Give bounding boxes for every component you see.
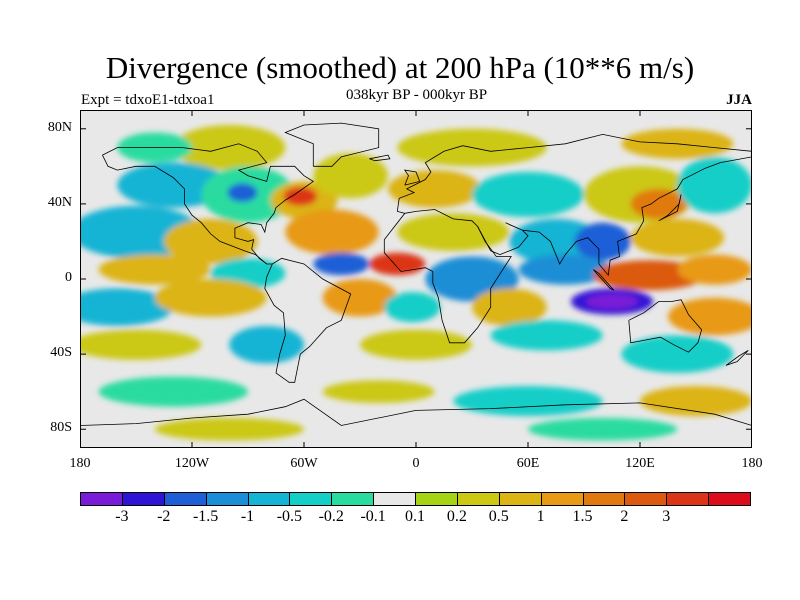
colorbar-label: -0.1 xyxy=(360,508,386,525)
divergence-map xyxy=(80,110,752,448)
colorbar-swatch xyxy=(540,492,584,506)
divergence-region xyxy=(117,162,230,208)
experiment-label: Expt = tdxoE1-tdxoa1 xyxy=(81,92,215,108)
colorbar-swatch xyxy=(708,492,751,506)
colorbar-swatch xyxy=(666,492,710,506)
latitude-tick-label: 80S xyxy=(50,420,72,436)
divergence-region xyxy=(227,183,258,203)
colorbar-label: -1.5 xyxy=(192,508,219,525)
divergence-region xyxy=(360,329,472,360)
divergence-region xyxy=(585,294,639,310)
divergence-region xyxy=(80,288,174,326)
colorbar-swatch xyxy=(373,492,416,506)
divergence-region xyxy=(677,156,752,214)
colorbar-label: -3 xyxy=(115,508,129,525)
divergence-region xyxy=(285,209,379,255)
divergence-region xyxy=(80,329,202,360)
divergence-region xyxy=(313,252,370,276)
divergence-region xyxy=(574,222,631,261)
divergence-region xyxy=(313,153,388,199)
coastline xyxy=(477,156,752,277)
divergence-region xyxy=(154,279,267,317)
divergence-region xyxy=(384,292,441,323)
coastline xyxy=(593,269,615,291)
season-label: JJA xyxy=(726,92,752,108)
divergence-region xyxy=(490,320,603,351)
divergence-region xyxy=(322,380,435,403)
divergence-region xyxy=(677,254,752,285)
divergence-region xyxy=(369,252,426,276)
divergence-region xyxy=(630,218,724,257)
colorbar-swatch xyxy=(205,492,249,506)
coastline xyxy=(628,299,703,353)
coastline xyxy=(403,169,421,186)
divergence-region xyxy=(453,386,603,417)
divergence-region xyxy=(388,170,482,208)
divergence-region xyxy=(668,297,752,336)
coastline xyxy=(80,398,752,426)
divergence-region xyxy=(621,335,734,373)
colorbar-label: 0.1 xyxy=(405,508,425,525)
colorbar-label: 0.5 xyxy=(488,508,509,525)
longitude-tick-label: 60W xyxy=(290,456,318,471)
latitude-tick-label: 0 xyxy=(65,270,72,285)
divergence-region xyxy=(509,218,603,264)
latitude-tick-label: 40N xyxy=(47,194,72,210)
divergence-region xyxy=(528,417,678,441)
coastline xyxy=(383,209,512,344)
divergence-region xyxy=(518,254,612,285)
colorbar-swatch xyxy=(498,492,542,506)
colorbar-swatch xyxy=(80,492,123,506)
longitude-tick-label: 120W xyxy=(174,456,210,471)
divergence-region xyxy=(98,254,211,285)
coastline xyxy=(396,133,752,212)
colorbar-swatch xyxy=(121,492,165,506)
coastline xyxy=(369,154,391,162)
coastline xyxy=(284,122,380,167)
colorbar-label: 1.5 xyxy=(572,508,593,525)
divergence-region xyxy=(322,279,398,317)
colorbar-swatch xyxy=(331,492,375,506)
divergence-region xyxy=(640,386,752,417)
colorbar-label: 2 xyxy=(620,508,629,525)
colorbar-label: -0.5 xyxy=(276,508,303,525)
divergence-region xyxy=(472,288,547,326)
longitude-tick-label: 180 xyxy=(741,456,763,471)
longitude-tick-label: 180 xyxy=(69,456,91,471)
colorbar-label: 0.2 xyxy=(446,508,467,525)
divergence-region xyxy=(164,218,258,264)
divergence-region xyxy=(229,325,304,364)
colorbar-swatch xyxy=(163,492,207,506)
divergence-region xyxy=(630,188,687,219)
divergence-region xyxy=(472,171,584,218)
latitude-tick-label: 40S xyxy=(50,345,72,361)
chart-subtitle: 038kyr BP - 000kyr BP xyxy=(345,87,488,103)
colorbar-swatch xyxy=(624,492,668,506)
latitude-tick-label: 80N xyxy=(47,119,72,135)
divergence-region xyxy=(283,186,318,206)
colorbar-swatch xyxy=(456,492,500,506)
divergence-region xyxy=(154,417,304,441)
longitude-tick-label: 60E xyxy=(516,456,540,471)
divergence-region xyxy=(98,376,248,407)
divergence-region xyxy=(593,260,706,291)
colorbar-swatch xyxy=(415,492,458,506)
colorbar-label: 3 xyxy=(662,508,671,525)
colorbar-label: 1 xyxy=(536,508,545,525)
coastline xyxy=(102,143,352,383)
colorbar-label: -1 xyxy=(240,508,255,525)
chart-title: Divergence (smoothed) at 200 hPa (10**6 … xyxy=(105,50,695,85)
colorbar-label: -0.2 xyxy=(318,508,344,525)
coastline xyxy=(658,194,682,222)
colorbar-swatch xyxy=(582,492,626,506)
longitude-tick-label: 0 xyxy=(412,456,420,471)
coastline xyxy=(102,154,267,265)
coastline xyxy=(725,350,749,366)
divergence-region xyxy=(173,125,286,171)
divergence-region xyxy=(397,213,510,251)
colorbar-swatch xyxy=(289,492,333,506)
colorbar-swatch xyxy=(247,492,291,506)
longitude-tick-label: 120E xyxy=(625,456,655,471)
colorbar-label: -2 xyxy=(157,508,171,525)
